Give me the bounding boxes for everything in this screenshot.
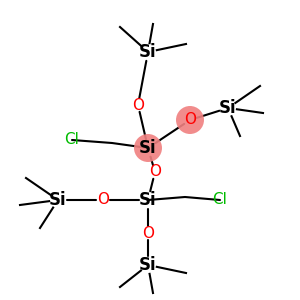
Text: Si: Si — [219, 99, 237, 117]
Circle shape — [176, 106, 204, 134]
Text: Si: Si — [139, 43, 157, 61]
Text: O: O — [132, 98, 144, 112]
Circle shape — [134, 134, 162, 162]
Text: O: O — [184, 112, 196, 128]
Text: Cl: Cl — [213, 193, 227, 208]
Text: Si: Si — [139, 139, 157, 157]
Text: Si: Si — [139, 191, 157, 209]
Text: O: O — [97, 193, 109, 208]
Text: O: O — [149, 164, 161, 179]
Text: O: O — [142, 226, 154, 241]
Text: Cl: Cl — [64, 133, 80, 148]
Text: Si: Si — [139, 256, 157, 274]
Text: Si: Si — [49, 191, 67, 209]
